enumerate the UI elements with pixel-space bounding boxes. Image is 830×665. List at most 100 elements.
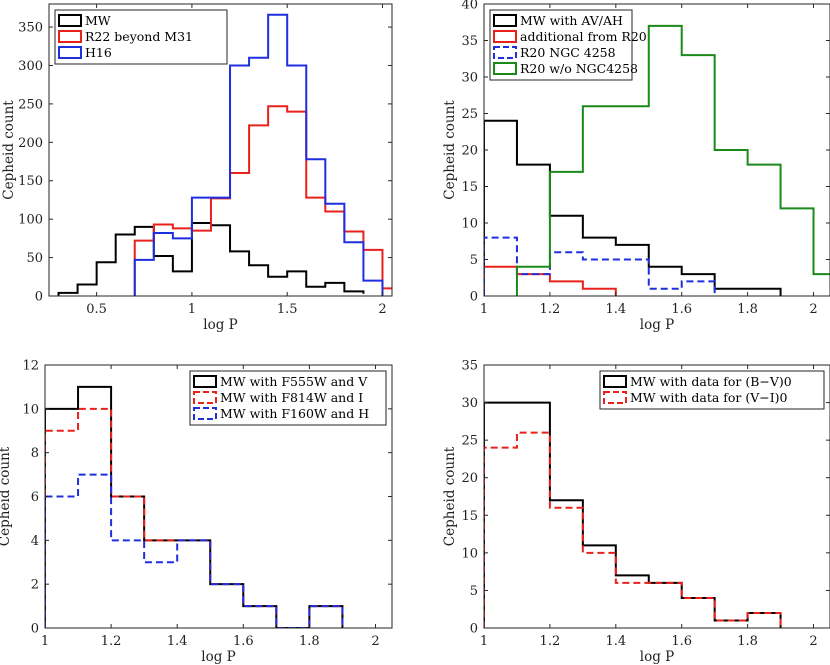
legend-label: MW with F555W and V (220, 374, 368, 389)
y-tick-label: 20 (461, 144, 478, 159)
x-tick-label: 1.2 (101, 634, 122, 649)
chart-panel-1: 0.5 1 1.5 2 0 50 100 150 200 250 300 350 log P Cephei… (1, 3, 393, 333)
y-tick-label: 100 (18, 213, 43, 228)
y-tick-label: 10 (461, 546, 478, 561)
legend-label: additional from R20 (520, 29, 647, 44)
y-tick-label: 20 (461, 471, 478, 486)
x-tick-label: 2 (378, 302, 386, 317)
y-axis-label: Cepheid count (442, 100, 458, 200)
histogram-series-4 (515, 24, 830, 296)
y-tick-label: 0 (470, 622, 478, 637)
y-tick-label: 10 (461, 217, 478, 232)
legend-swatch (493, 46, 517, 59)
x-tick-label: 1 (188, 302, 196, 317)
chart-panel-3: 1 1.2 1.4 1.6 1.8 2 0 2 4 6 8 10 12 log P Cepheid coun… (0, 359, 393, 665)
histogram-series-3 (45, 473, 344, 628)
legend: MW with data for (B−V)0MW with data for … (599, 370, 825, 410)
y-tick-label: 35 (461, 34, 478, 49)
y-tick-label: 200 (18, 136, 43, 151)
axes-frame (483, 364, 830, 629)
legend-label: H16 (85, 45, 112, 60)
x-axis-label: log P (201, 649, 235, 665)
x-tick-label: 1.8 (737, 302, 758, 317)
histogram-series-3 (484, 236, 716, 296)
legend-swatch (58, 30, 82, 43)
y-tick-label: 5 (470, 584, 478, 599)
y-tick-label: 8 (31, 446, 39, 461)
legend-swatch (193, 407, 217, 420)
legend-swatch (603, 391, 627, 404)
y-tick-label: 15 (461, 180, 478, 195)
y-tick-label: 0 (35, 290, 43, 305)
legend-label: R20 NGC 4258 (520, 45, 616, 60)
histogram-series-2 (133, 105, 392, 296)
y-tick-label: 0 (31, 622, 39, 637)
y-tick-label: 12 (22, 359, 39, 374)
y-tick-label: 30 (461, 71, 478, 86)
legend-label: MW with F814W and I (220, 390, 363, 405)
legend-label: MW (85, 13, 111, 28)
legend-swatch (193, 391, 217, 404)
histogram-series-2 (484, 265, 617, 296)
x-tick-label: 1 (480, 302, 488, 317)
x-axis-label: log P (640, 317, 674, 333)
legend-swatch (58, 46, 82, 59)
x-tick-label: 1.2 (540, 634, 561, 649)
x-tick-label: 1.5 (277, 302, 298, 317)
legend: MW with F555W and VMW with F814W and IMW… (189, 370, 387, 426)
legend-label: MW with data for (B−V)0 (630, 374, 792, 389)
x-tick-label: 1.8 (299, 634, 320, 649)
y-tick-label: 25 (461, 107, 478, 122)
y-tick-label: 50 (26, 251, 43, 266)
y-tick-label: 10 (22, 402, 39, 417)
legend-box (189, 370, 387, 426)
x-tick-label: 0.5 (86, 302, 107, 317)
histogram-series-3 (133, 13, 384, 296)
y-tick-label: 25 (461, 434, 478, 449)
x-axis-label: log P (640, 649, 674, 665)
x-tick-label: 1.8 (737, 634, 758, 649)
y-tick-label: 15 (461, 509, 478, 524)
x-tick-label: 1 (41, 634, 49, 649)
y-axis-label: Cepheid count (442, 446, 458, 546)
legend-label: MW with F160W and H (220, 406, 369, 421)
x-tick-label: 1.6 (671, 634, 692, 649)
histogram-series-2 (484, 431, 782, 628)
y-tick-label: 350 (18, 21, 43, 36)
legend-swatch (58, 14, 82, 27)
x-axis-label: log P (203, 317, 237, 333)
legend-swatch (493, 62, 517, 75)
x-tick-label: 1.4 (167, 634, 188, 649)
y-tick-label: 0 (470, 290, 478, 305)
legend-box (489, 9, 633, 81)
y-tick-label: 6 (31, 490, 39, 505)
x-tick-label: 1.6 (671, 302, 692, 317)
y-tick-label: 2 (31, 578, 39, 593)
legend-box (599, 370, 825, 410)
legend-label: R22 beyond M31 (85, 29, 193, 44)
x-tick-label: 1.4 (605, 634, 626, 649)
x-tick-label: 2 (809, 634, 817, 649)
y-tick-label: 35 (461, 359, 478, 374)
legend-swatch (493, 30, 517, 43)
legend-label: MW with AV/AH (520, 13, 623, 28)
y-axis-label: Cepheid count (0, 446, 13, 546)
legend-swatch (603, 375, 627, 388)
x-tick-label: 1.4 (605, 302, 626, 317)
legend-label: MW with data for (V−I)0 (630, 390, 788, 405)
x-tick-label: 1 (480, 634, 488, 649)
x-tick-label: 1.2 (540, 302, 561, 317)
x-tick-label: 2 (809, 302, 817, 317)
y-tick-label: 4 (31, 534, 39, 549)
y-tick-label: 30 (461, 396, 478, 411)
y-axis-label: Cepheid count (1, 100, 17, 200)
legend-swatch (493, 14, 517, 27)
legend-label: R20 w/o NGC4258 (520, 61, 638, 76)
legend-swatch (193, 375, 217, 388)
y-tick-label: 250 (18, 97, 43, 112)
x-tick-label: 1.6 (233, 634, 254, 649)
